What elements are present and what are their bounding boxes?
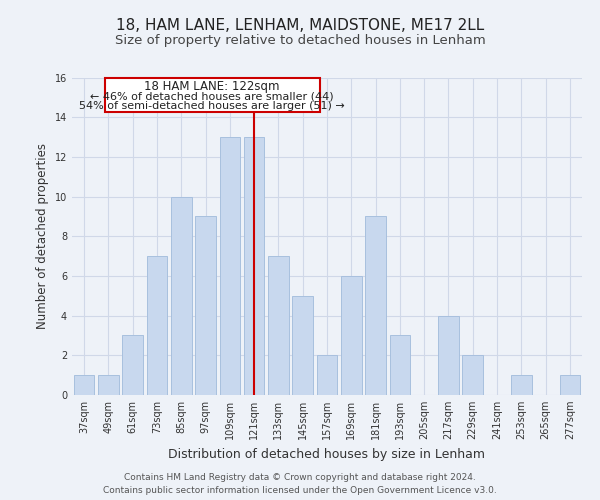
Y-axis label: Number of detached properties: Number of detached properties xyxy=(36,143,49,329)
Text: 18 HAM LANE: 122sqm: 18 HAM LANE: 122sqm xyxy=(145,80,280,92)
Bar xyxy=(438,316,459,395)
Text: 54% of semi-detached houses are larger (51) →: 54% of semi-detached houses are larger (… xyxy=(79,101,345,111)
Text: Contains HM Land Registry data © Crown copyright and database right 2024.
Contai: Contains HM Land Registry data © Crown c… xyxy=(103,474,497,495)
Bar xyxy=(171,196,191,395)
Bar xyxy=(341,276,362,395)
Bar xyxy=(122,336,143,395)
Bar xyxy=(195,216,216,395)
Bar xyxy=(74,375,94,395)
Bar xyxy=(220,137,240,395)
Text: Size of property relative to detached houses in Lenham: Size of property relative to detached ho… xyxy=(115,34,485,47)
Bar xyxy=(389,336,410,395)
Text: ← 46% of detached houses are smaller (44): ← 46% of detached houses are smaller (44… xyxy=(91,91,334,101)
Bar xyxy=(317,356,337,395)
Bar xyxy=(560,375,580,395)
Bar xyxy=(105,78,320,112)
Bar xyxy=(511,375,532,395)
Bar xyxy=(268,256,289,395)
X-axis label: Distribution of detached houses by size in Lenham: Distribution of detached houses by size … xyxy=(169,448,485,460)
Bar xyxy=(292,296,313,395)
Bar xyxy=(365,216,386,395)
Bar xyxy=(463,356,483,395)
Bar xyxy=(98,375,119,395)
Bar xyxy=(244,137,265,395)
Text: 18, HAM LANE, LENHAM, MAIDSTONE, ME17 2LL: 18, HAM LANE, LENHAM, MAIDSTONE, ME17 2L… xyxy=(116,18,484,32)
Bar xyxy=(146,256,167,395)
